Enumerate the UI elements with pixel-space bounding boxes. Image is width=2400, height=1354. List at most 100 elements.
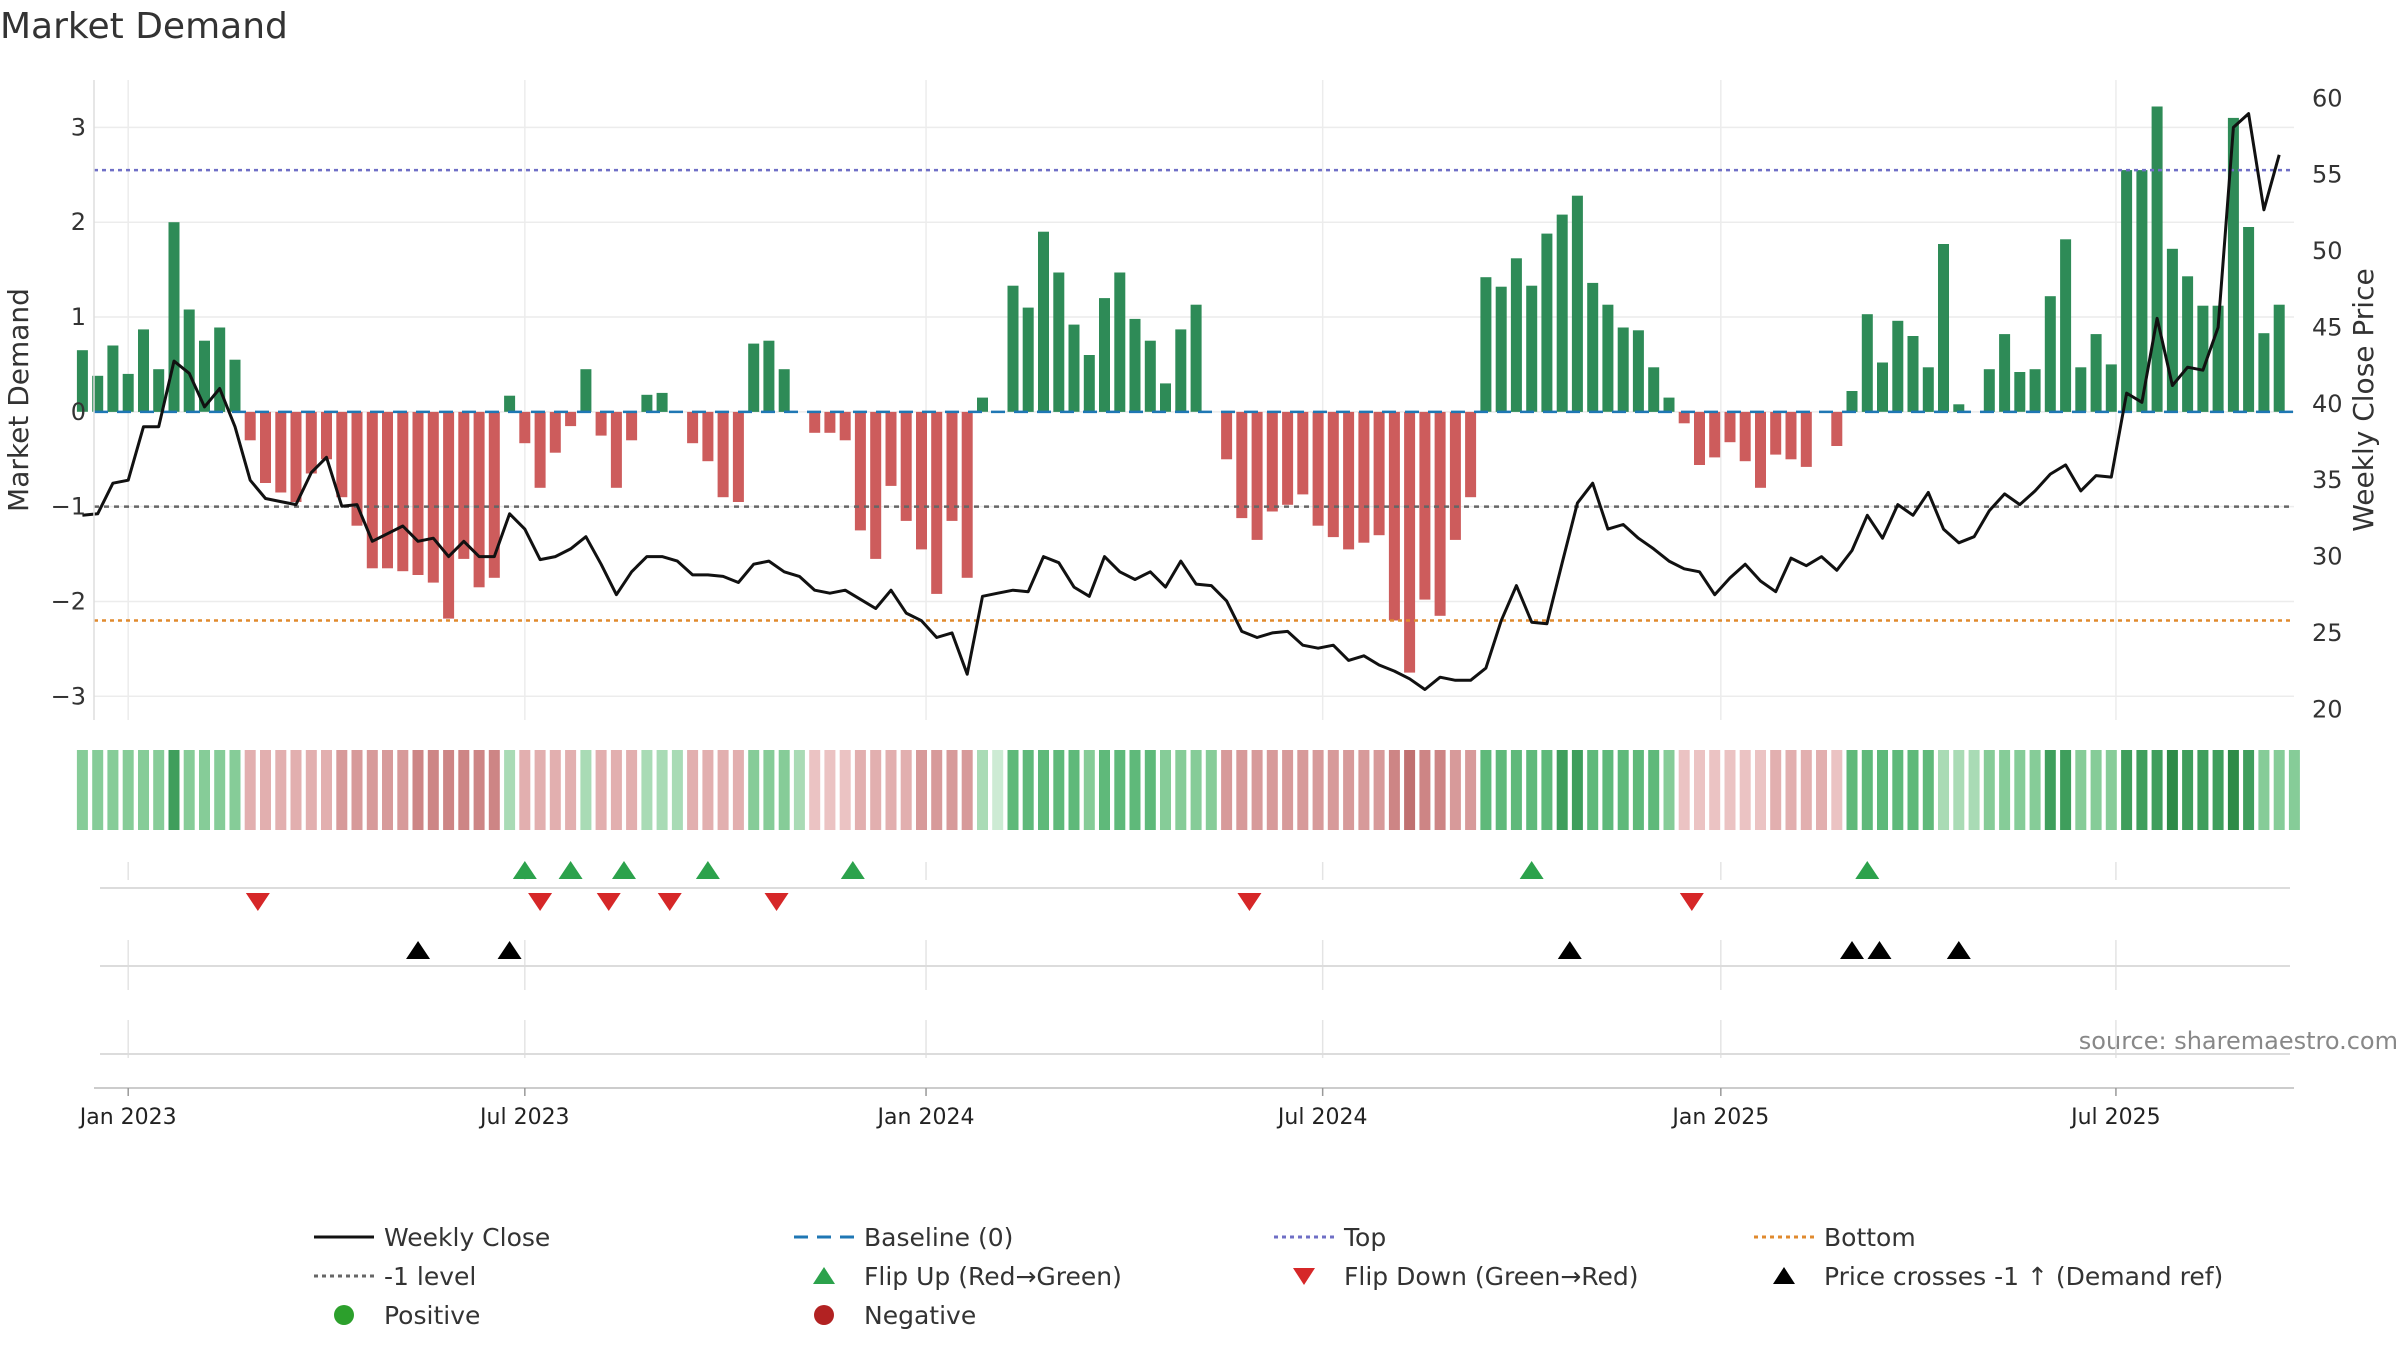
strip-cell-22: [412, 750, 424, 830]
demand-bar-98: [1571, 195, 1583, 412]
demand-bar-81: [1312, 411, 1324, 526]
strip-cell-19: [366, 750, 378, 830]
demand-bar-6: [168, 222, 180, 412]
legend: Weekly Close Baseline (0) Top Bottom -1 leve…: [314, 1223, 2223, 1330]
demand-bar-137: [2166, 248, 2178, 412]
strip-cell-67: [1099, 750, 1110, 830]
strip-cell-85: [1373, 750, 1385, 830]
flip-down-marker-0: [245, 893, 270, 911]
strip-cell-129: [2044, 750, 2056, 830]
strip-cell-51: [854, 750, 866, 830]
demand-bar-139: [2197, 305, 2209, 412]
flip-up-marker-0: [512, 861, 537, 879]
strip-cell-21: [397, 750, 409, 830]
demand-bar-40: [687, 411, 699, 444]
strip-cell-2: [107, 750, 119, 830]
strip-cell-86: [1388, 750, 1400, 830]
strip-cell-112: [1785, 750, 1797, 830]
demand-bar-75: [1221, 411, 1233, 460]
strip-cell-5: [153, 750, 165, 830]
demand-bar-71: [1160, 383, 1171, 412]
strip-cell-131: [2075, 750, 2087, 830]
demand-bar-51: [854, 411, 866, 531]
demand-bar-46: [778, 369, 790, 412]
strip-cell-128: [2029, 750, 2041, 830]
strip-cell-47: [793, 750, 805, 830]
strip-cell-29: [519, 750, 531, 830]
strip-cell-107: [1709, 750, 1721, 830]
strip-cell-101: [1617, 750, 1629, 830]
strip-cell-14: [290, 750, 302, 830]
strip-cell-102: [1632, 750, 1644, 830]
source-note: source: sharemaestro.com: [2079, 1027, 2398, 1055]
strip-cell-16: [321, 750, 332, 830]
demand-bar-53: [885, 411, 897, 486]
strip-cell-39: [671, 750, 683, 830]
strip-cell-110: [1755, 750, 1766, 830]
strip-cell-118: [1877, 750, 1888, 830]
strip-cell-114: [1816, 750, 1827, 830]
demand-bar-92: [1480, 277, 1492, 412]
strip-cell-37: [641, 750, 653, 830]
demand-bar-93: [1495, 286, 1507, 412]
strip-cell-79: [1282, 750, 1294, 830]
strip-cell-76: [1236, 750, 1248, 830]
demand-bar-115: [1831, 411, 1843, 446]
strip-cell-134: [2121, 750, 2133, 830]
demand-bar-7: [183, 309, 195, 412]
flip-down-marker-5: [1237, 893, 1262, 911]
strip-cell-24: [443, 750, 455, 830]
legend-item-0-label: Weekly Close: [384, 1223, 550, 1252]
demand-bar-82: [1327, 411, 1339, 538]
x-tick-label-2: Jan 2024: [876, 1105, 975, 1130]
strip-cell-104: [1663, 750, 1675, 830]
strip-cell-116: [1846, 750, 1858, 830]
demand-bar-109: [1739, 411, 1751, 462]
y-right-tick-label-0: 20: [2312, 695, 2343, 723]
y-right-tick-label-1: 25: [2312, 619, 2343, 647]
strip-cell-87: [1404, 750, 1416, 830]
strip-cell-135: [2136, 750, 2148, 830]
demand-bar-128: [2029, 369, 2041, 412]
axes-layer: −3 −2 −1 0 1 2 3 20 25 30 35 40 45 50 55 60: [51, 80, 2343, 723]
demand-bar-24: [443, 411, 455, 619]
demand-bar-141: [2227, 117, 2239, 412]
demand-bar-94: [1510, 258, 1522, 412]
strip-cell-96: [1541, 750, 1553, 830]
demand-bar-84: [1358, 411, 1370, 543]
x-axis-layer: Jan 2023 Jul 2023 Jan 2024 Jul 2024 Jan 2025…: [78, 1087, 2294, 1130]
strip-cell-97: [1556, 750, 1568, 830]
demand-bar-63: [1038, 231, 1049, 412]
demand-bar-83: [1343, 411, 1355, 550]
demand-bar-101: [1617, 327, 1629, 412]
strip-cell-91: [1465, 750, 1477, 830]
demand-bar-54: [900, 411, 912, 521]
demand-bar-17: [336, 411, 348, 498]
flip-down-marker-1: [528, 893, 553, 911]
demand-bar-8: [199, 340, 210, 412]
demand-bar-20: [382, 411, 393, 569]
demand-bar-15: [305, 411, 317, 474]
strip-cell-117: [1861, 750, 1873, 830]
strip-cell-120: [1907, 750, 1919, 830]
demand-bar-48: [809, 411, 821, 433]
strip-cell-35: [610, 750, 622, 830]
demand-bar-123: [1953, 404, 1965, 412]
strip-cell-95: [1526, 750, 1538, 830]
strip-cell-89: [1434, 750, 1446, 830]
strip-cell-31: [549, 750, 561, 830]
demand-bar-130: [2060, 239, 2072, 412]
strip-cell-34: [595, 750, 607, 830]
x-tick-label-1: Jul 2023: [478, 1105, 570, 1130]
demand-bar-110: [1755, 411, 1766, 488]
demand-bar-125: [1983, 369, 1995, 412]
strip-cell-61: [1007, 750, 1019, 830]
strip-cell-4: [138, 750, 149, 830]
demand-bar-12: [260, 411, 271, 483]
demand-bar-59: [977, 397, 988, 412]
legend-item-3-label: Bottom: [1824, 1223, 1916, 1252]
flip-down-marker-4: [764, 893, 789, 911]
strip-cell-94: [1510, 750, 1522, 830]
price-line-layer: [82, 112, 2281, 691]
